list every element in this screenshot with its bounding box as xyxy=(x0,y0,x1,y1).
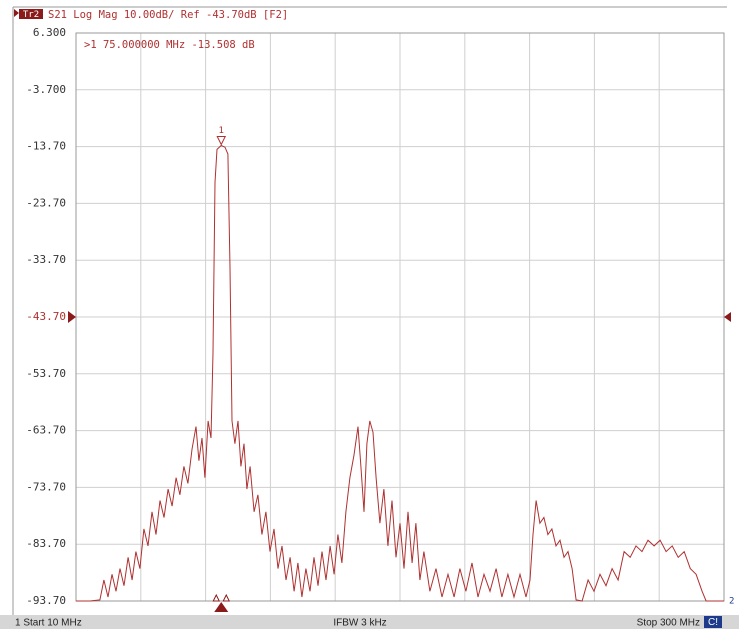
ref-arrow-left xyxy=(68,311,76,323)
marker-triangle xyxy=(216,136,227,146)
y-tick-label: -53.70 xyxy=(26,367,66,380)
marker-x-ghost xyxy=(212,593,221,602)
ref-arrow-right xyxy=(724,312,731,322)
marker-label: 1 xyxy=(219,126,224,136)
marker-x-indicator xyxy=(214,602,229,612)
y-tick-label: -43.70 xyxy=(26,310,66,323)
trace-end-label: 2 xyxy=(729,597,734,607)
trace-line xyxy=(76,144,724,602)
y-tick-label: -83.70 xyxy=(26,537,66,550)
trace-title: S21 Log Mag 10.00dB/ Ref -43.70dB [F2] xyxy=(48,9,288,21)
channel-badge xyxy=(704,616,722,628)
status-bar xyxy=(0,615,739,629)
y-tick-label: -13.70 xyxy=(26,140,66,153)
y-tick-label: 6.300 xyxy=(33,26,66,39)
active-trace-arrow xyxy=(14,9,19,17)
trace-label: Tr2 xyxy=(23,10,39,20)
channel-label: C! xyxy=(708,617,718,628)
marker-readout: >1 75.000000 MHz -13.508 dB xyxy=(84,39,255,51)
y-tick-label: -63.70 xyxy=(26,424,66,437)
marker-x-ghost xyxy=(222,593,231,602)
y-tick-label: -93.70 xyxy=(26,594,66,607)
y-tick-label: -73.70 xyxy=(26,480,66,493)
y-tick-label: -3.700 xyxy=(26,83,66,96)
trace-badge xyxy=(19,9,43,19)
start-freq: 1 Start 10 MHz xyxy=(15,618,82,629)
y-tick-label: -23.70 xyxy=(26,196,66,209)
ifbw: IFBW 3 kHz xyxy=(333,618,386,629)
y-tick-label: -33.70 xyxy=(26,253,66,266)
stop-freq: Stop 300 MHz xyxy=(637,618,700,629)
